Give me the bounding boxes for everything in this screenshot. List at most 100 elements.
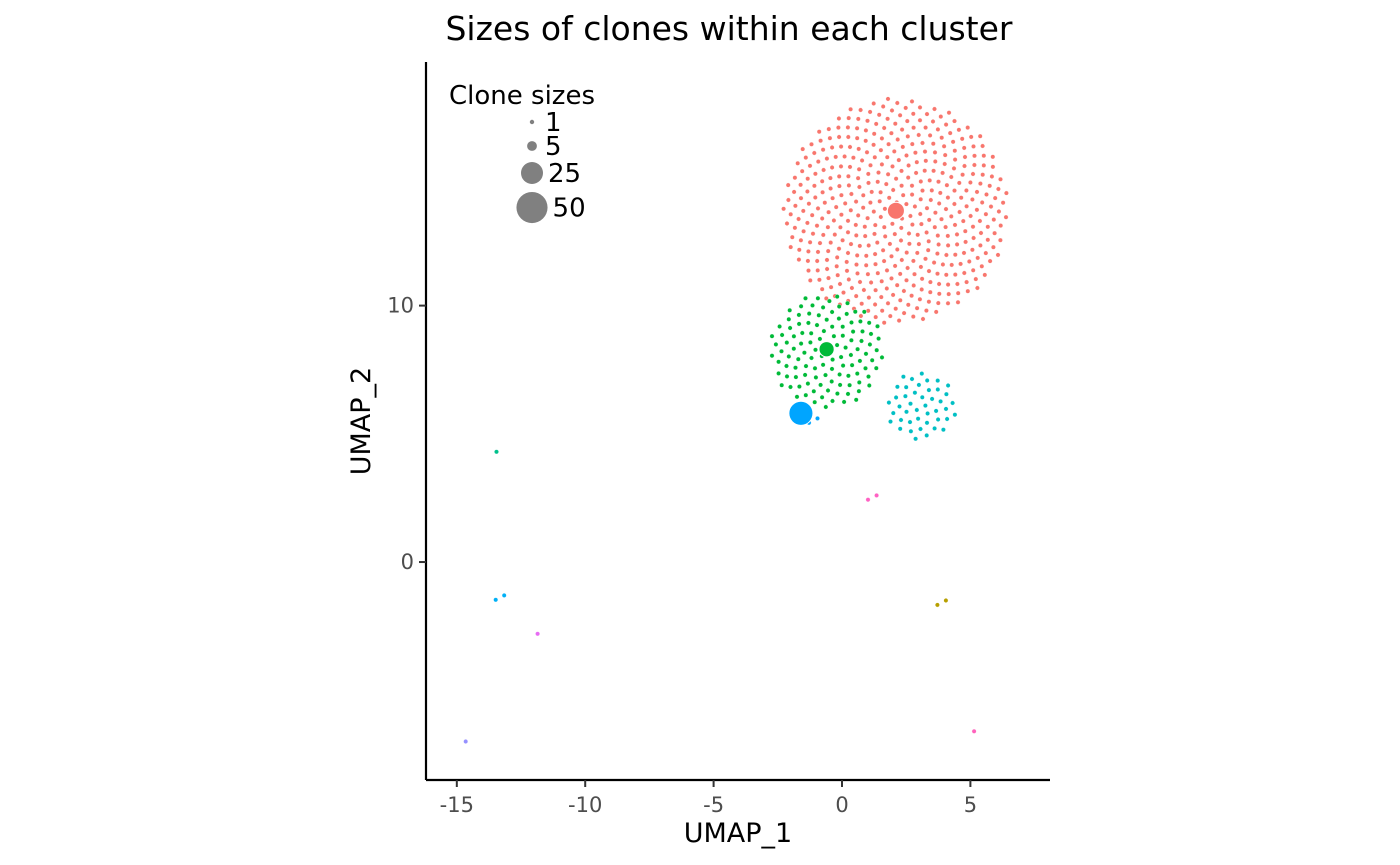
clone-point <box>962 154 968 160</box>
clone-point <box>943 598 949 603</box>
clone-point <box>914 407 920 413</box>
clone-point <box>807 163 813 169</box>
clone-point <box>935 300 941 306</box>
clone-point <box>871 142 876 148</box>
clone-point <box>862 224 868 230</box>
clone-point <box>813 375 819 380</box>
clone-point <box>954 232 960 237</box>
clone-point <box>892 231 898 237</box>
clone-point <box>876 112 882 118</box>
clone-point <box>837 183 842 189</box>
clone-point <box>943 224 948 230</box>
clone-point <box>912 271 917 277</box>
clone-point <box>904 153 909 158</box>
clone-point <box>890 187 896 193</box>
clone-point <box>851 155 856 161</box>
clone-point <box>956 127 962 133</box>
clone-point <box>853 233 859 238</box>
clone-point <box>992 195 998 201</box>
clone-point <box>935 602 940 608</box>
clone-point <box>840 363 846 368</box>
clone-point <box>935 233 941 238</box>
clone-point <box>875 323 880 329</box>
clone-point <box>830 195 835 201</box>
clone-point <box>862 233 868 239</box>
clone-point <box>899 183 904 189</box>
clone-point <box>855 175 861 181</box>
clone-point <box>819 286 825 292</box>
clone-point <box>776 371 781 376</box>
clone-point <box>820 189 825 195</box>
clone-point <box>876 170 881 175</box>
clone-point <box>829 165 835 170</box>
clone-point <box>925 411 930 416</box>
clone-point <box>493 597 499 603</box>
clone-point <box>863 365 868 371</box>
clone-point <box>991 217 997 222</box>
clone-point <box>926 268 932 274</box>
clone-point <box>901 288 907 294</box>
clone-point <box>928 279 933 285</box>
clone-point <box>936 179 941 185</box>
x-tick-label: -5 <box>703 793 724 817</box>
clone-point <box>936 201 942 206</box>
clone-point <box>865 215 870 221</box>
clone-point <box>797 384 802 389</box>
clone-point <box>872 251 878 257</box>
clone-point <box>853 293 859 299</box>
clone-point <box>777 324 782 329</box>
clone-point <box>803 392 809 398</box>
clone-point <box>898 238 904 243</box>
clone-point <box>910 314 916 319</box>
clone-point <box>844 311 850 317</box>
clone-point <box>855 346 860 352</box>
clone-point <box>815 295 821 301</box>
clone-point <box>847 382 852 388</box>
clone-point <box>918 196 924 202</box>
clone-point <box>861 287 867 293</box>
clone-point <box>893 306 899 312</box>
clone-point <box>795 160 801 166</box>
clone-point <box>872 222 878 228</box>
clone-point <box>926 238 932 244</box>
clone-point <box>820 305 826 310</box>
clone-point <box>949 262 955 268</box>
clone-point <box>856 388 862 394</box>
clone-point <box>922 168 928 174</box>
clone-point <box>876 336 881 341</box>
clone-point <box>945 243 951 248</box>
clone-point <box>827 298 832 304</box>
clone-point <box>805 381 811 386</box>
clone-point <box>841 290 846 295</box>
clone-point <box>906 231 912 236</box>
clone-point <box>837 382 843 388</box>
clone-point <box>788 384 793 390</box>
clone-point <box>966 259 972 264</box>
clone-point <box>802 372 808 378</box>
clone-point <box>879 162 885 167</box>
clone-point <box>984 192 989 197</box>
points-layer <box>463 96 1009 744</box>
clone-point <box>834 342 840 348</box>
clone-point <box>950 139 956 145</box>
clone-point <box>895 384 900 390</box>
clone-point <box>773 342 779 347</box>
clone-point <box>873 287 878 293</box>
clone-point <box>829 379 835 384</box>
clone-point <box>846 373 851 379</box>
clone-point <box>872 154 878 160</box>
clone-point <box>948 174 954 180</box>
clone-point <box>891 149 897 154</box>
clone-point <box>793 203 798 209</box>
expanded-clone-point <box>886 201 905 220</box>
clone-point <box>889 130 894 136</box>
clone-point <box>964 188 969 193</box>
clone-point <box>820 232 826 238</box>
clone-point <box>824 266 830 272</box>
clone-point <box>945 233 951 239</box>
clone-point <box>998 237 1003 243</box>
clone-point <box>919 287 925 292</box>
clone-point <box>823 296 829 301</box>
